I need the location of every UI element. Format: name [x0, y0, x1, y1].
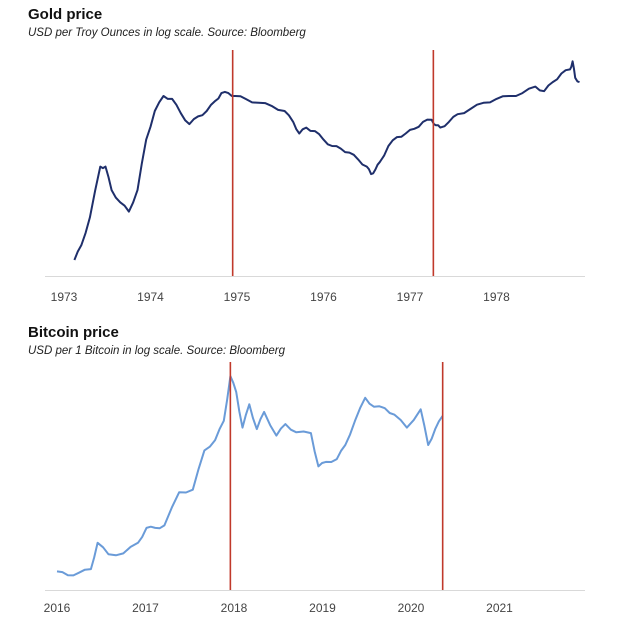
- gold-price-line: [73, 60, 580, 261]
- gold-x-tick-label: 1974: [137, 290, 164, 304]
- bitcoin-x-tick-label: 2017: [132, 601, 159, 615]
- bitcoin-chart-subtitle: USD per 1 Bitcoin in log scale. Source: …: [28, 345, 285, 357]
- bitcoin-x-tick-label: 2016: [44, 601, 71, 615]
- gold-price-chart: 1973 1974 1975 1976 1977 1978: [45, 50, 585, 304]
- gold-x-tick-label: 1977: [397, 290, 424, 304]
- gold-x-tick-label: 1975: [224, 290, 251, 304]
- gold-chart-title: Gold price: [28, 6, 103, 23]
- gold-x-tick-label: 1976: [310, 290, 337, 304]
- bitcoin-x-tick-label: 2021: [486, 601, 513, 615]
- bitcoin-price-chart: 2016 2017 2018 2019 2020 2021: [44, 362, 585, 615]
- bitcoin-x-tick-label: 2019: [309, 601, 336, 615]
- bitcoin-x-tick-label: 2020: [398, 601, 425, 615]
- gold-chart-subtitle: USD per Troy Ounces in log scale. Source…: [28, 27, 306, 39]
- bitcoin-chart-title: Bitcoin price: [28, 324, 119, 341]
- bitcoin-price-line: [56, 375, 444, 577]
- gold-x-tick-label: 1978: [483, 290, 510, 304]
- gold-x-tick-label: 1973: [51, 290, 78, 304]
- bitcoin-x-tick-label: 2018: [221, 601, 248, 615]
